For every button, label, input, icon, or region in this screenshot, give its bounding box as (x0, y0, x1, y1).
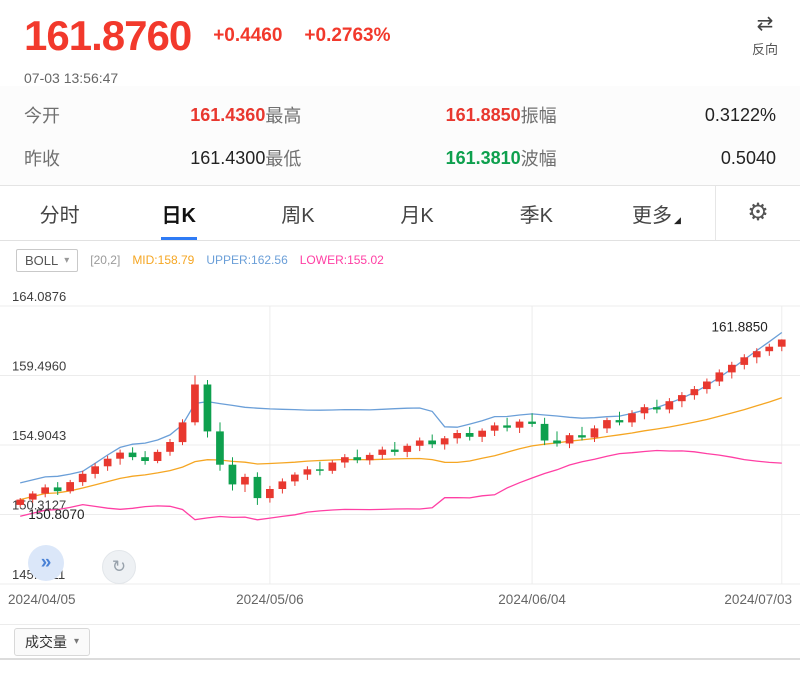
tab-monthly-k[interactable]: 月K (358, 186, 477, 240)
stats-grid: 今开 161.4360 最高 161.8850 振幅 0.3122% 昨收 16… (24, 102, 776, 171)
tab-daily-k-label: 日K (161, 204, 196, 227)
boll-lower-value: LOWER:155.02 (299, 253, 384, 268)
tab-monthly-k-label: 月K (400, 204, 434, 227)
stat-value-amplitude: 0.3122% (704, 104, 776, 125)
svg-text:154.9043: 154.9043 (12, 428, 66, 443)
price-change-value: +0.4460 (213, 25, 283, 47)
tab-daily-k[interactable]: 日K (119, 186, 238, 240)
stat-value-open: 161.4360 (190, 104, 266, 125)
chart-settings-button[interactable]: ⚙ (715, 186, 800, 241)
svg-text:2024/07/03: 2024/07/03 (724, 592, 792, 607)
stat-label-high: 最高 (265, 106, 302, 127)
svg-text:150.3127: 150.3127 (12, 498, 66, 513)
tab-intraday[interactable]: 分时 (0, 186, 119, 240)
stat-value-range: 0.5040 (720, 147, 776, 168)
indicator-selector[interactable]: BOLL ▾ (16, 248, 79, 272)
tab-intraday-label: 分时 (39, 204, 80, 227)
current-price: 161.8760 (24, 12, 192, 59)
tab-quarterly-k[interactable]: 季K (477, 186, 596, 240)
svg-text:150.8070: 150.8070 (28, 507, 84, 522)
reverse-button[interactable]: ⇄ 反向 (752, 14, 778, 58)
stat-label-open: 今开 (24, 106, 60, 127)
svg-text:2024/05/06: 2024/05/06 (236, 592, 304, 607)
stat-label-amplitude: 振幅 (520, 106, 557, 127)
chart-period-tabs: 分时 日K 周K 月K 季K 更多 ◢ ⚙ (0, 185, 800, 242)
indicator-selector-label: BOLL (25, 252, 59, 268)
indicator-bar: BOLL ▾ [20,2] MID:158.79 UPPER:162.56 LO… (0, 241, 800, 280)
svg-text:161.8850: 161.8850 (711, 319, 767, 334)
stat-value-high: 161.8850 (445, 104, 521, 125)
boll-upper-value: UPPER:162.56 (206, 253, 288, 268)
svg-text:159.4960: 159.4960 (12, 359, 66, 374)
sub-chart-bar: 成交量 ▾ (0, 624, 800, 661)
chevron-down-icon: ▾ (74, 636, 80, 648)
stats-panel: 今开 161.4360 最高 161.8850 振幅 0.3122% 昨收 16… (0, 86, 800, 186)
stat-value-prev-close: 161.4300 (190, 147, 266, 168)
refresh-icon: ↻ (111, 557, 127, 577)
stat-value-low: 161.3810 (445, 147, 521, 168)
price-row: 161.8760 +0.4460 +0.2763% (24, 12, 776, 59)
svg-text:2024/04/05: 2024/04/05 (8, 592, 76, 607)
tab-more[interactable]: 更多 ◢ (596, 186, 715, 240)
stat-label-range: 波幅 (520, 149, 557, 170)
tab-quarterly-k-label: 季K (519, 204, 553, 227)
chevron-down-icon: ▾ (64, 254, 70, 266)
tab-more-label: 更多 (631, 204, 672, 227)
reset-zoom-button[interactable]: ↻ (102, 550, 136, 585)
swap-arrows-icon: ⇄ (756, 13, 774, 35)
svg-text:2024/06/04: 2024/06/04 (498, 592, 566, 607)
corner-triangle-icon: ◢ (673, 214, 681, 225)
boll-mid-value: MID:158.79 (132, 253, 195, 268)
quote-timestamp: 07-03 13:56:47 (24, 70, 119, 87)
svg-text:164.0876: 164.0876 (12, 289, 66, 304)
tab-weekly-k-label: 周K (281, 204, 315, 227)
stat-label-low: 最低 (265, 149, 302, 170)
indicator-params: [20,2] (90, 253, 121, 268)
expand-range-button[interactable]: » (28, 545, 64, 582)
reverse-label: 反向 (751, 42, 778, 57)
volume-label: 成交量 (25, 633, 67, 650)
double-chevron-right-icon: » (40, 552, 52, 574)
quote-header: 161.8760 +0.4460 +0.2763% ⇄ 反向 07-03 13:… (0, 0, 800, 86)
candlestick-chart[interactable]: 164.0876159.4960154.9043150.3127145.7211… (0, 279, 800, 625)
tab-weekly-k[interactable]: 周K (238, 186, 357, 240)
gear-icon: ⚙ (747, 199, 769, 227)
price-change-percent: +0.2763% (304, 25, 391, 47)
volume-indicator-selector[interactable]: 成交量 ▾ (14, 627, 91, 656)
stat-label-prev-close: 昨收 (24, 149, 60, 170)
